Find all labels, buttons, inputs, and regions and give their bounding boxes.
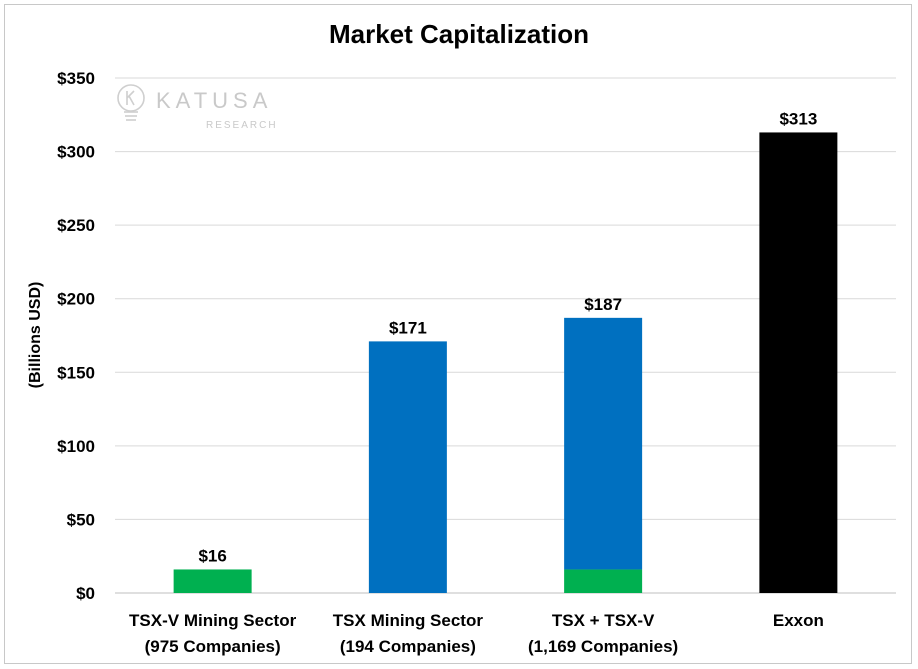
bar-segment [173,569,252,593]
data-label: $16 [198,546,226,565]
y-tick-label: $150 [57,363,95,382]
bars-group [173,132,838,593]
lightbulb-icon [117,84,145,121]
y-axis-label: (Billions USD) [27,282,44,389]
y-tick-label: $350 [57,69,95,88]
watermark-sub: RESEARCH [206,120,278,131]
x-category-label: (975 Companies) [145,637,281,656]
chart-title: Market Capitalization [328,19,590,49]
y-tick-label: $50 [67,510,95,529]
y-tick-label: $0 [76,584,95,603]
bar-segment [759,132,838,593]
bar-segment [368,341,447,593]
data-label: $313 [779,109,817,128]
y-tick-label: $100 [57,437,95,456]
x-category-label: TSX Mining Sector [333,611,484,630]
katusa-watermark: KATUSA RESEARCH [117,84,278,131]
x-category-labels: TSX-V Mining Sector (975 Companies) TSX Mi… [129,611,824,656]
x-category-label: (194 Companies) [340,637,476,656]
y-tick-label: $300 [57,143,95,162]
bar-segment [564,569,643,593]
y-tick-labels: $0 $50 $100 $150 $200 $250 $300 $350 [57,69,95,603]
data-label: $187 [584,295,622,314]
x-category-label: TSX-V Mining Sector [129,611,297,630]
y-tick-label: $200 [57,290,95,309]
bar-segment [564,317,643,570]
x-category-label: (1,169 Companies) [528,637,678,656]
x-category-label: TSX + TSX-V [552,611,655,630]
data-label: $171 [389,318,427,337]
y-tick-label: $250 [57,216,95,235]
x-category-label: Exxon [773,611,824,630]
watermark-brand: KATUSA [156,88,272,113]
data-labels: $16 $171 $187 $313 [198,109,817,565]
